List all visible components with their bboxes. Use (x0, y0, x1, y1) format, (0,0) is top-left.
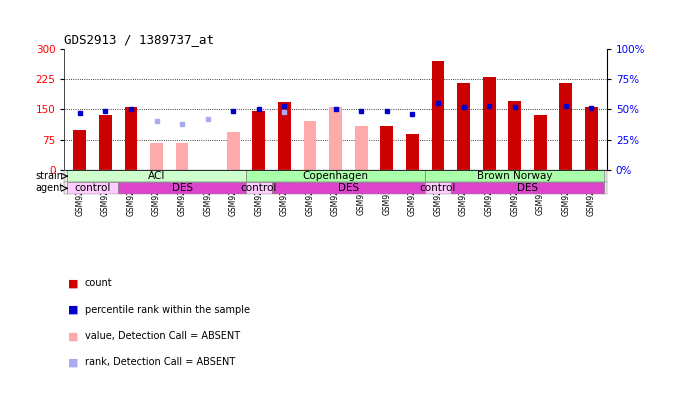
Bar (425, 170, 604, 182)
Text: value, Detection Call = ABSENT: value, Detection Call = ABSENT (85, 331, 240, 341)
Bar (73, 130, 86, 170)
Bar (272, 182, 425, 194)
Bar (534, 115, 546, 170)
Bar (150, 143, 163, 170)
Bar (67, 182, 118, 194)
Text: DES: DES (172, 183, 193, 193)
Text: Copenhagen: Copenhagen (302, 171, 369, 181)
Text: control: control (241, 183, 277, 193)
Text: rank, Detection Call = ABSENT: rank, Detection Call = ABSENT (85, 358, 235, 367)
Text: control: control (420, 183, 456, 193)
Text: Brown Norway: Brown Norway (477, 171, 553, 181)
Text: percentile rank within the sample: percentile rank within the sample (85, 305, 250, 315)
Bar (176, 143, 188, 170)
Bar (246, 182, 272, 194)
Text: ■: ■ (68, 305, 78, 315)
Text: ■: ■ (68, 331, 78, 341)
Text: ■: ■ (68, 279, 78, 288)
Text: GDS2913 / 1389737_at: GDS2913 / 1389737_at (64, 33, 214, 46)
Text: ACI: ACI (148, 171, 165, 181)
Bar (278, 102, 291, 170)
Bar (457, 83, 470, 170)
Text: count: count (85, 279, 113, 288)
Bar (559, 83, 572, 170)
Bar (508, 101, 521, 170)
Bar (67, 170, 246, 182)
Text: DES: DES (517, 183, 538, 193)
Bar (246, 170, 425, 182)
Text: strain: strain (36, 171, 64, 181)
Bar (483, 77, 496, 170)
Bar (227, 132, 239, 170)
Bar (304, 122, 317, 170)
Bar (425, 182, 451, 194)
Bar (252, 111, 265, 170)
Text: ■: ■ (68, 358, 78, 367)
Text: control: control (75, 183, 111, 193)
Bar (451, 182, 604, 194)
Bar (125, 107, 138, 170)
Bar (330, 107, 342, 170)
Text: DES: DES (338, 183, 359, 193)
Bar (585, 107, 598, 170)
Bar (380, 126, 393, 170)
Bar (432, 61, 444, 170)
Bar (355, 126, 367, 170)
Bar (406, 134, 419, 170)
Text: agent: agent (36, 183, 64, 193)
Bar (99, 115, 112, 170)
Bar (118, 182, 246, 194)
